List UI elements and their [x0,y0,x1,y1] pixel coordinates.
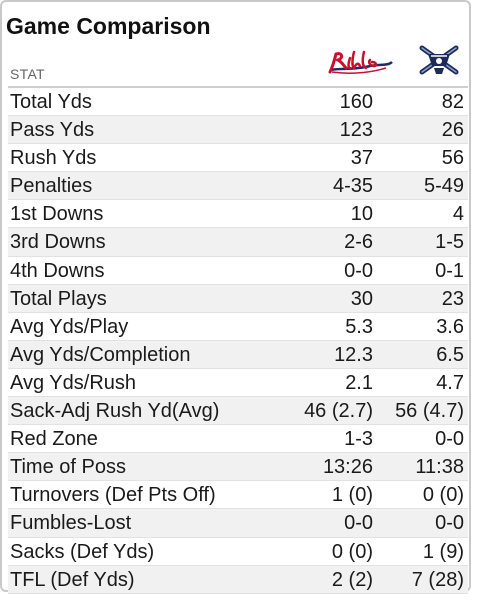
stat-column-header: STAT [10,66,45,82]
stat-name: 3rd Downs [10,231,106,254]
table-row: Total Plays 30 23 [8,284,468,313]
table-row: 3rd Downs 2-6 1-5 [8,228,468,257]
team2-value: 7 (28) [411,568,464,591]
table-row: Sacks (Def Yds) 0 (0) 1 (9) [8,538,468,566]
team1-value: 0-0 [344,512,373,535]
table-row: Pass Yds 123 26 [8,116,468,145]
team2-value: 0 (0) [422,484,464,507]
team2-value: 0-0 [435,428,464,451]
team1-value: 10 [350,203,373,226]
team1-logo-icon [328,50,393,74]
stat-name: Avg Yds/Play [10,315,129,338]
team2-value: 3.6 [436,315,464,338]
stat-name: Fumbles-Lost [10,512,132,535]
stat-name: Turnovers (Def Pts Off) [10,484,216,507]
team2-value: 1-5 [435,231,464,254]
team1-value: 1-3 [344,428,373,451]
stat-name: 4th Downs [10,259,105,282]
table-row: Red Zone 1-3 0-0 [8,425,468,454]
table-header: STAT [8,42,468,88]
team1-value: 46 (2.7) [304,400,373,423]
stat-name: Total Yds [10,91,92,113]
team1-value: 2-6 [344,231,373,254]
team1-value: 0-0 [344,259,373,282]
team2-logo-icon [419,45,459,75]
table-row: TFL (Def Yds) 2 (2) 7 (28) [8,565,468,594]
table-row: Avg Yds/Play 5.3 3.6 [8,313,468,341]
table-row: Fumbles-Lost 0-0 0-0 [8,509,468,538]
panel-title: Game Comparison [6,13,211,39]
table-row: 1st Downs 10 4 [8,200,468,229]
team2-value: 11:38 [415,456,464,479]
team1-value: 123 [339,119,373,142]
stat-name: Sack-Adj Rush Yd(Avg) [10,400,220,423]
team2-value: 6.5 [436,343,464,366]
team1-value: 12.3 [334,343,373,366]
table-row: Time of Poss 13:26 11:38 [8,453,468,482]
table-row: Avg Yds/Completion 12.3 6.5 [8,340,468,369]
team1-value: 2.1 [345,371,373,394]
table-row: Turnovers (Def Pts Off) 1 (0) 0 (0) [8,481,468,510]
team1-value: 160 [339,91,373,113]
stat-name: Time of Poss [10,456,126,479]
team1-value: 5.3 [345,315,373,338]
team2-value: 0-1 [435,259,464,282]
stat-name: 1st Downs [10,203,104,226]
table-row: 4th Downs 0-0 0-1 [8,257,468,285]
team2-value: 1 (9) [422,540,464,563]
table-row: Penalties 4-35 5-49 [8,172,468,201]
table-row: Sack-Adj Rush Yd(Avg) 46 (2.7) 56 (4.7) [8,397,468,426]
team2-value: 4 [452,203,464,226]
stat-name: TFL (Def Yds) [10,568,135,591]
team2-value: 0-0 [435,512,464,535]
team1-value: 37 [350,147,373,170]
table-row: Rush Yds 37 56 [8,144,468,173]
team1-value: 0 (0) [331,540,373,563]
stat-name: Red Zone [10,428,98,451]
team2-value: 23 [441,287,464,310]
stat-name: Total Plays [10,287,107,310]
team2-value: 5-49 [423,175,464,198]
stat-name: Pass Yds [10,119,95,142]
stat-name: Rush Yds [10,147,97,170]
stat-name: Penalties [10,175,93,198]
team2-value: 82 [441,91,464,113]
team2-value: 4.7 [436,371,464,394]
stats-table: Total Yds 160 82 Pass Yds 123 26 Rush Yds 37 56 P… [8,88,468,594]
team1-value: 4-35 [332,175,373,198]
table-row: Total Yds 160 82 [8,88,468,117]
team2-value: 56 (4.7) [395,400,464,423]
table-row: Avg Yds/Rush 2.1 4.7 [8,369,468,398]
team2-value: 26 [441,119,464,142]
stat-name: Avg Yds/Rush [10,371,137,394]
stat-name: Avg Yds/Completion [10,343,191,366]
team1-value: 13:26 [322,456,373,479]
team1-value: 2 (2) [331,568,373,591]
team1-value: 1 (0) [331,484,373,507]
team1-value: 30 [350,287,373,310]
stat-name: Sacks (Def Yds) [10,540,155,563]
team2-value: 56 [441,147,464,170]
game-comparison-panel: Game Comparison STAT Total Yds 160 82 Pass … [0,0,471,594]
